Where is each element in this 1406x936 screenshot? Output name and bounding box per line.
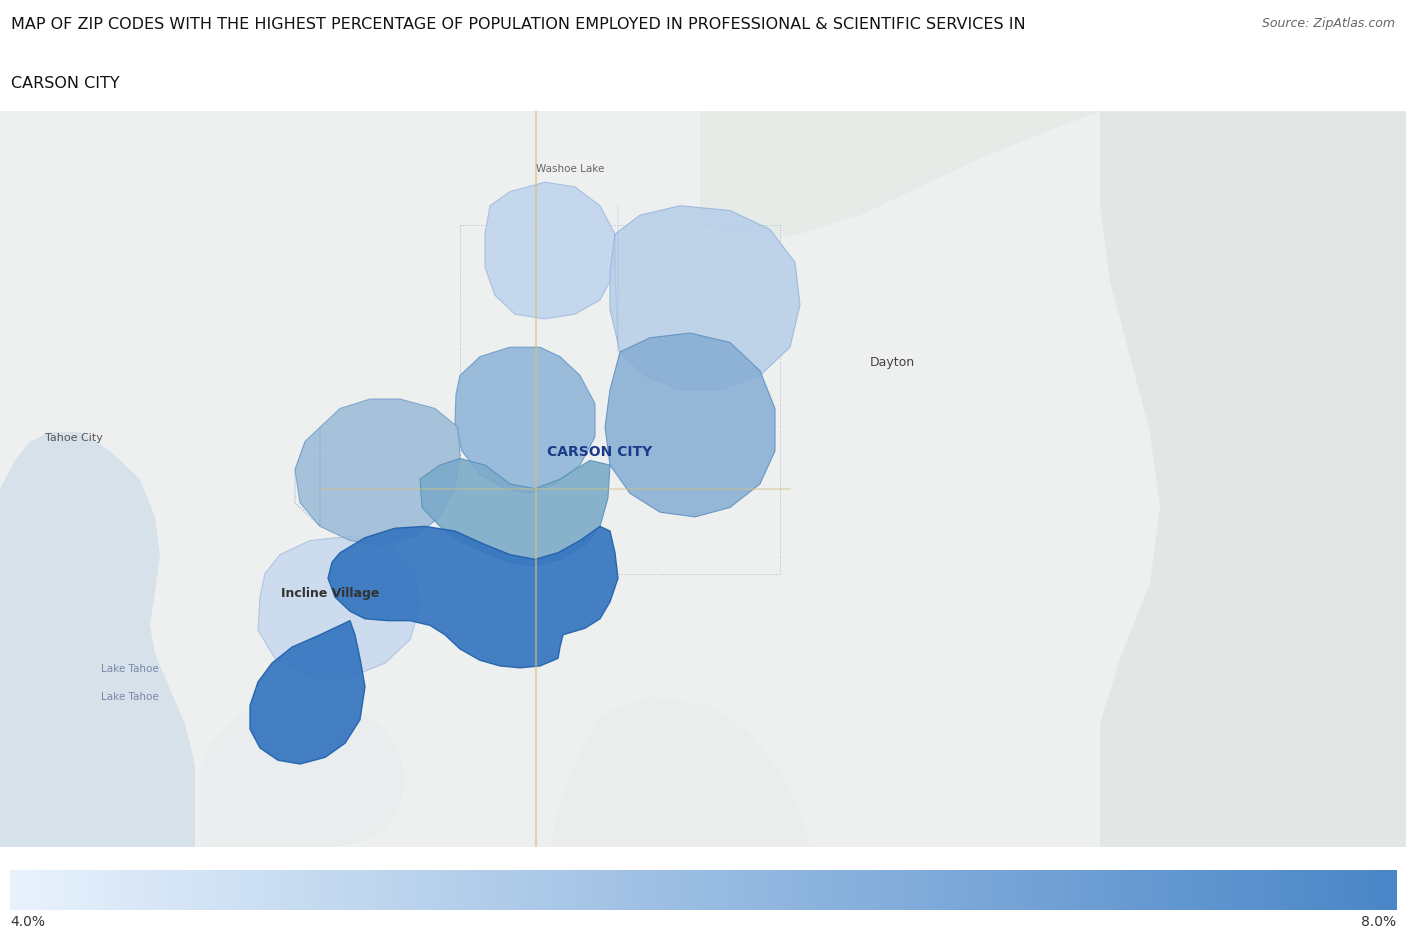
Polygon shape (456, 348, 595, 494)
Text: MAP OF ZIP CODES WITH THE HIGHEST PERCENTAGE OF POPULATION EMPLOYED IN PROFESSIO: MAP OF ZIP CODES WITH THE HIGHEST PERCEN… (11, 17, 1026, 32)
Text: Source: ZipAtlas.com: Source: ZipAtlas.com (1261, 17, 1395, 30)
Polygon shape (257, 536, 420, 678)
Polygon shape (700, 112, 1099, 244)
Polygon shape (420, 459, 610, 566)
Polygon shape (0, 112, 1406, 847)
Polygon shape (200, 696, 405, 847)
Polygon shape (0, 432, 195, 847)
Polygon shape (550, 696, 810, 847)
Polygon shape (485, 183, 614, 319)
Polygon shape (1099, 112, 1406, 847)
Text: CARSON CITY: CARSON CITY (547, 445, 652, 459)
Text: Incline Village: Incline Village (281, 586, 380, 599)
Text: 4.0%: 4.0% (10, 914, 45, 928)
Text: Tahoe City: Tahoe City (45, 432, 103, 443)
Text: Washoe Lake: Washoe Lake (536, 164, 605, 174)
Polygon shape (295, 400, 460, 546)
Polygon shape (610, 207, 800, 390)
Text: Lake Tahoe: Lake Tahoe (101, 692, 159, 701)
Text: CARSON CITY: CARSON CITY (11, 77, 120, 92)
Polygon shape (605, 334, 775, 518)
Polygon shape (250, 621, 366, 764)
Text: 8.0%: 8.0% (1361, 914, 1396, 928)
Polygon shape (328, 527, 619, 668)
Text: Lake Tahoe: Lake Tahoe (101, 663, 159, 673)
Text: Dayton: Dayton (870, 356, 915, 369)
